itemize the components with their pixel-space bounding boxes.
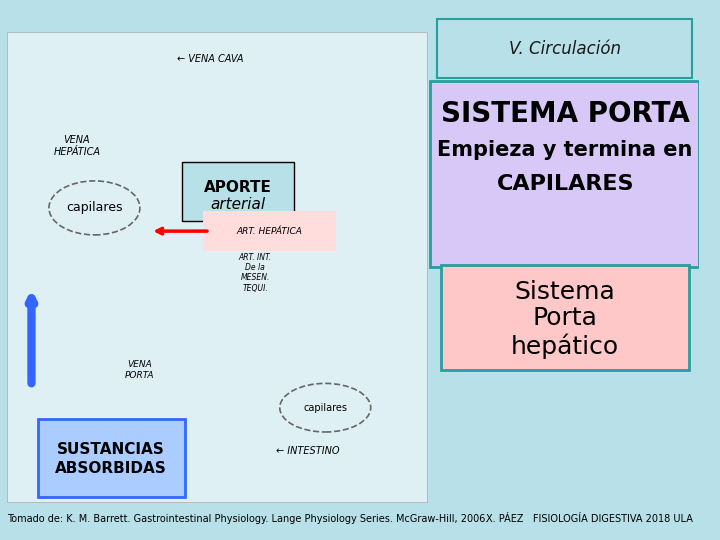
Text: SUSTANCIAS: SUSTANCIAS [57, 442, 164, 457]
Text: APORTE: APORTE [204, 180, 271, 195]
FancyBboxPatch shape [203, 211, 336, 251]
FancyBboxPatch shape [430, 81, 699, 267]
Text: ← VENA CAVA: ← VENA CAVA [176, 55, 243, 64]
Text: Tomado de: K. M. Barrett. Gastrointestinal Physiology. Lange Physiology Series. : Tomado de: K. M. Barrett. Gastrointestin… [7, 515, 488, 524]
Text: VENA
HEPÁTICA: VENA HEPÁTICA [53, 135, 100, 157]
Text: SISTEMA PORTA: SISTEMA PORTA [441, 100, 690, 129]
FancyBboxPatch shape [441, 265, 689, 370]
Text: Porta: Porta [533, 306, 598, 329]
Text: ART. HEPÁTICA: ART. HEPÁTICA [236, 227, 302, 235]
Text: capilares: capilares [66, 201, 122, 214]
FancyBboxPatch shape [38, 418, 185, 497]
Text: ← INTESTINO: ← INTESTINO [276, 446, 340, 456]
FancyBboxPatch shape [437, 19, 693, 78]
Text: ART. INT.
De la
MESEN.
TEQUI.: ART. INT. De la MESEN. TEQUI. [239, 253, 272, 293]
Text: Empieza y termina en: Empieza y termina en [438, 140, 693, 160]
Text: arterial: arterial [210, 197, 266, 212]
Text: capilares: capilares [303, 403, 347, 413]
Text: ABSORBIDAS: ABSORBIDAS [55, 461, 166, 476]
FancyBboxPatch shape [182, 162, 294, 221]
Text: X. PÁEZ   FISIOLOGÍA DIGESTIVA 2018 ULA: X. PÁEZ FISIOLOGÍA DIGESTIVA 2018 ULA [485, 515, 693, 524]
Text: hepático: hepático [511, 334, 619, 360]
Text: V. Circulación: V. Circulación [509, 39, 621, 58]
Text: Sistema: Sistema [515, 280, 616, 303]
FancyBboxPatch shape [7, 32, 427, 502]
Text: VENA
PORTA: VENA PORTA [125, 360, 155, 380]
Text: CAPILARES: CAPILARES [496, 173, 634, 194]
